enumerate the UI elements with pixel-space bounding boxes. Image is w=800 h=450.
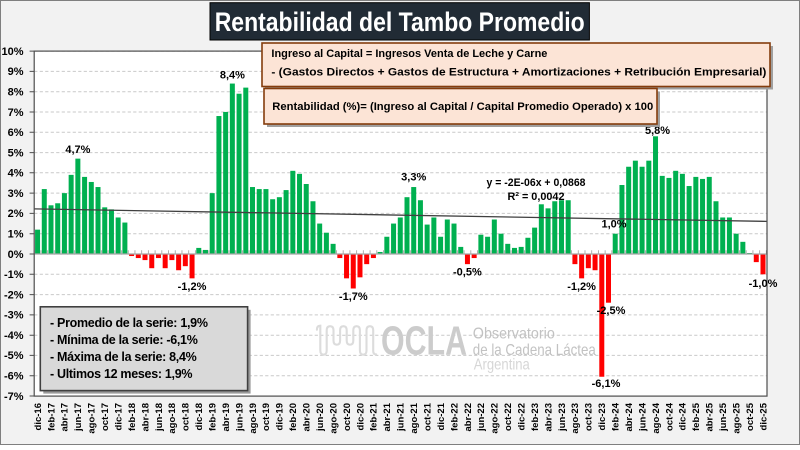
svg-text:-0,5%: -0,5% <box>453 267 482 279</box>
svg-text:0%: 0% <box>8 249 24 261</box>
svg-text:ago-23: ago-23 <box>570 403 581 434</box>
svg-text:- Ultimos 12 meses: 1,9%: - Ultimos 12 meses: 1,9% <box>50 367 192 381</box>
svg-text:-4%: -4% <box>4 330 24 342</box>
svg-text:oct-17: oct-17 <box>100 403 111 431</box>
svg-text:-2%: -2% <box>4 289 24 301</box>
svg-text:oct-24: oct-24 <box>664 402 675 431</box>
svg-text:abr-22: abr-22 <box>463 403 474 432</box>
svg-text:oct-25: oct-25 <box>745 402 756 431</box>
svg-text:jun-22: jun-22 <box>476 403 487 432</box>
svg-text:-6%: -6% <box>4 371 24 383</box>
svg-text:dic-17: dic-17 <box>113 403 124 430</box>
svg-text:10%: 10% <box>1 46 23 58</box>
svg-text:jun-17: jun-17 <box>73 403 84 432</box>
svg-text:feb-25: feb-25 <box>691 402 702 431</box>
svg-text:7%: 7% <box>8 107 24 119</box>
svg-text:jun-21: jun-21 <box>396 402 407 432</box>
svg-text:feb-18: feb-18 <box>127 403 138 431</box>
svg-text:dic-16: dic-16 <box>33 403 44 430</box>
svg-text:-7%: -7% <box>4 391 24 403</box>
svg-text:-1,0%: -1,0% <box>749 278 778 290</box>
svg-text:dic-22: dic-22 <box>516 403 527 430</box>
svg-text:feb-20: feb-20 <box>288 403 299 431</box>
svg-text:ago-20: ago-20 <box>328 403 339 434</box>
svg-text:ago-19: ago-19 <box>248 403 259 434</box>
svg-text:-3%: -3% <box>4 310 24 322</box>
svg-text:R² = 0,0042: R² = 0,0042 <box>508 191 565 203</box>
svg-text:abr-24: abr-24 <box>624 402 635 431</box>
svg-text:feb-19: feb-19 <box>208 403 219 431</box>
svg-text:abr-25: abr-25 <box>705 402 716 431</box>
svg-text:Observatorio: Observatorio <box>473 326 555 343</box>
svg-text:8,4%: 8,4% <box>220 70 245 82</box>
svg-text:ago-22: ago-22 <box>490 403 501 434</box>
svg-text:-6,1%: -6,1% <box>592 378 621 390</box>
svg-text:3%: 3% <box>8 188 24 200</box>
svg-text:feb-24: feb-24 <box>611 402 622 431</box>
svg-text:jun-23: jun-23 <box>557 403 568 432</box>
svg-text:1%: 1% <box>8 229 24 241</box>
svg-text:-1,2%: -1,2% <box>178 281 207 293</box>
svg-text:- Mínima de la serie: -6,1%: - Mínima de la serie: -6,1% <box>50 333 198 347</box>
svg-text:- Promedio de la serie: 1,9%: - Promedio de la serie: 1,9% <box>50 316 208 330</box>
svg-text:Argentina: Argentina <box>474 357 530 374</box>
svg-text:dic-21: dic-21 <box>436 402 447 430</box>
svg-text:-5%: -5% <box>4 350 24 362</box>
svg-text:dic-24: dic-24 <box>678 402 689 430</box>
svg-text:ago-25: ago-25 <box>731 402 742 433</box>
svg-text:-1%: -1% <box>4 269 24 281</box>
svg-text:Ingreso al Capital = Ingresos: Ingreso al Capital = Ingresos Venta de L… <box>271 48 547 60</box>
svg-text:feb-21: feb-21 <box>369 402 380 431</box>
svg-text:dic-25: dic-25 <box>758 402 769 430</box>
svg-text:dic-20: dic-20 <box>355 403 366 430</box>
svg-text:- Máxima de la serie: 8,4%: - Máxima de la serie: 8,4% <box>50 350 197 364</box>
svg-text:jun-19: jun-19 <box>234 403 245 432</box>
svg-text:jun-25: jun-25 <box>718 402 729 432</box>
svg-text:abr-17: abr-17 <box>60 403 71 432</box>
svg-text:ago-24: ago-24 <box>651 402 662 433</box>
svg-text:abr-23: abr-23 <box>543 403 554 432</box>
svg-text:dic-18: dic-18 <box>194 403 205 430</box>
svg-text:oct-19: oct-19 <box>261 403 272 431</box>
svg-text:oct-22: oct-22 <box>503 403 514 431</box>
svg-text:oct-18: oct-18 <box>181 403 192 431</box>
svg-text:- (Gastos Directos + Gastos d: - (Gastos Directos + Gastos de Estructur… <box>271 67 766 79</box>
svg-text:Rentabilidad (%)= (Ingreso al: Rentabilidad (%)= (Ingreso al Capital / … <box>272 101 653 113</box>
svg-text:5%: 5% <box>8 147 24 159</box>
svg-text:feb-17: feb-17 <box>46 403 57 431</box>
svg-text:abr-19: abr-19 <box>221 403 232 432</box>
svg-text:9%: 9% <box>8 66 24 78</box>
svg-text:-2,5%: -2,5% <box>597 305 626 317</box>
svg-text:OCLA: OCLA <box>381 318 467 364</box>
svg-text:oct-21: oct-21 <box>422 402 433 431</box>
svg-text:de la Cadena Láctea: de la Cadena Láctea <box>473 342 596 359</box>
svg-text:abr-18: abr-18 <box>140 403 151 432</box>
svg-text:-1,7%: -1,7% <box>339 291 368 303</box>
svg-text:y = -2E-06x + 0,0868: y = -2E-06x + 0,0868 <box>487 177 586 189</box>
svg-text:-1,2%: -1,2% <box>567 281 596 293</box>
svg-text:ago-18: ago-18 <box>167 403 178 434</box>
svg-text:oct-23: oct-23 <box>584 403 595 431</box>
svg-text:2%: 2% <box>8 208 24 220</box>
svg-text:dic-19: dic-19 <box>275 403 286 430</box>
svg-text:feb-22: feb-22 <box>449 403 460 431</box>
svg-text:4%: 4% <box>8 168 24 180</box>
svg-text:3,3%: 3,3% <box>401 172 426 184</box>
svg-text:8%: 8% <box>8 87 24 99</box>
svg-text:5,8%: 5,8% <box>645 125 670 137</box>
svg-text:4,7%: 4,7% <box>65 144 90 156</box>
svg-text:jun-18: jun-18 <box>154 403 165 432</box>
svg-text:abr-20: abr-20 <box>302 403 313 432</box>
svg-text:1,0%: 1,0% <box>601 219 626 231</box>
svg-text:feb-23: feb-23 <box>530 403 541 431</box>
svg-text:ago-21: ago-21 <box>409 402 420 433</box>
svg-text:dic-23: dic-23 <box>597 403 608 430</box>
svg-text:abr-21: abr-21 <box>382 402 393 431</box>
svg-text:ago-17: ago-17 <box>87 403 98 434</box>
svg-text:jun-24: jun-24 <box>637 402 648 432</box>
svg-text:6%: 6% <box>8 127 24 139</box>
svg-text:oct-20: oct-20 <box>342 403 353 431</box>
svg-text:jun-20: jun-20 <box>315 403 326 432</box>
svg-text:Rentabilidad del Tambo Promedi: Rentabilidad del Tambo Promedio <box>215 7 585 37</box>
